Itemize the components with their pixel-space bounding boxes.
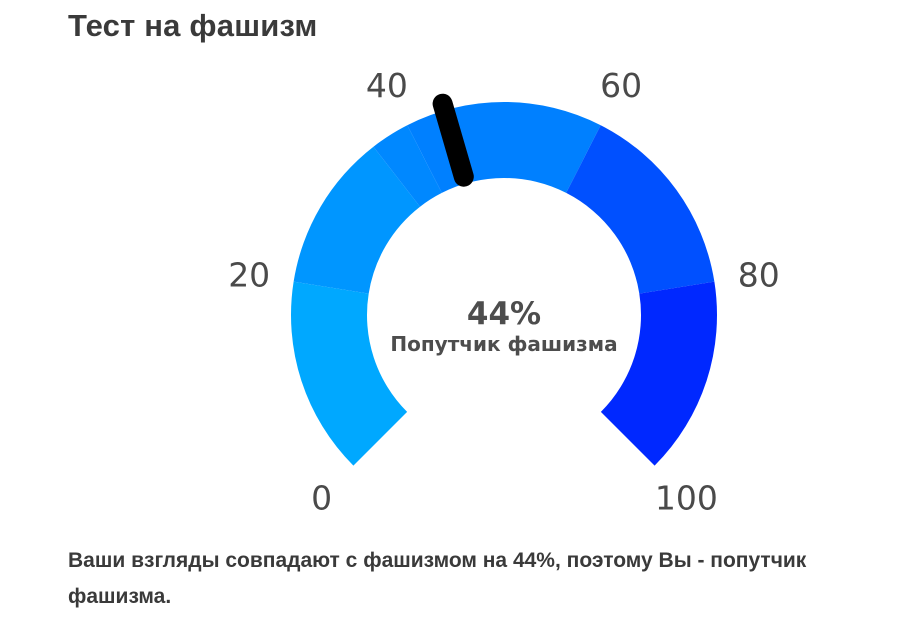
gauge-tick-label-20: 20 (228, 256, 270, 295)
gauge-band-2 (293, 146, 421, 294)
gauge-band-5 (566, 125, 715, 294)
gauge-band-3 (373, 125, 442, 207)
gauge-tick-labels: 0 20 40 60 80 100 (228, 66, 780, 517)
gauge-band-1 (291, 281, 408, 466)
gauge-needle (432, 93, 474, 187)
gauge-tick-label-40: 40 (366, 66, 408, 105)
gauge-tick-label-0: 0 (311, 478, 332, 517)
gauge-tick-label-100: 100 (655, 478, 718, 517)
page-title: Тест на фашизм (68, 8, 318, 43)
gauge-tick-label-80: 80 (738, 256, 780, 295)
gauge-bands (291, 102, 717, 466)
gauge-tick-label-60: 60 (600, 66, 642, 105)
result-description: Ваши взгляды совпадают с фашизмом на 44%… (68, 549, 807, 608)
fascism-gauge: 0 20 40 60 80 100 44% Попутчик фашизма (228, 66, 780, 517)
gauge-band-6 (600, 281, 717, 466)
gauge-result-label: Попутчик фашизма (390, 332, 617, 356)
gauge-value: 44% (467, 296, 541, 332)
